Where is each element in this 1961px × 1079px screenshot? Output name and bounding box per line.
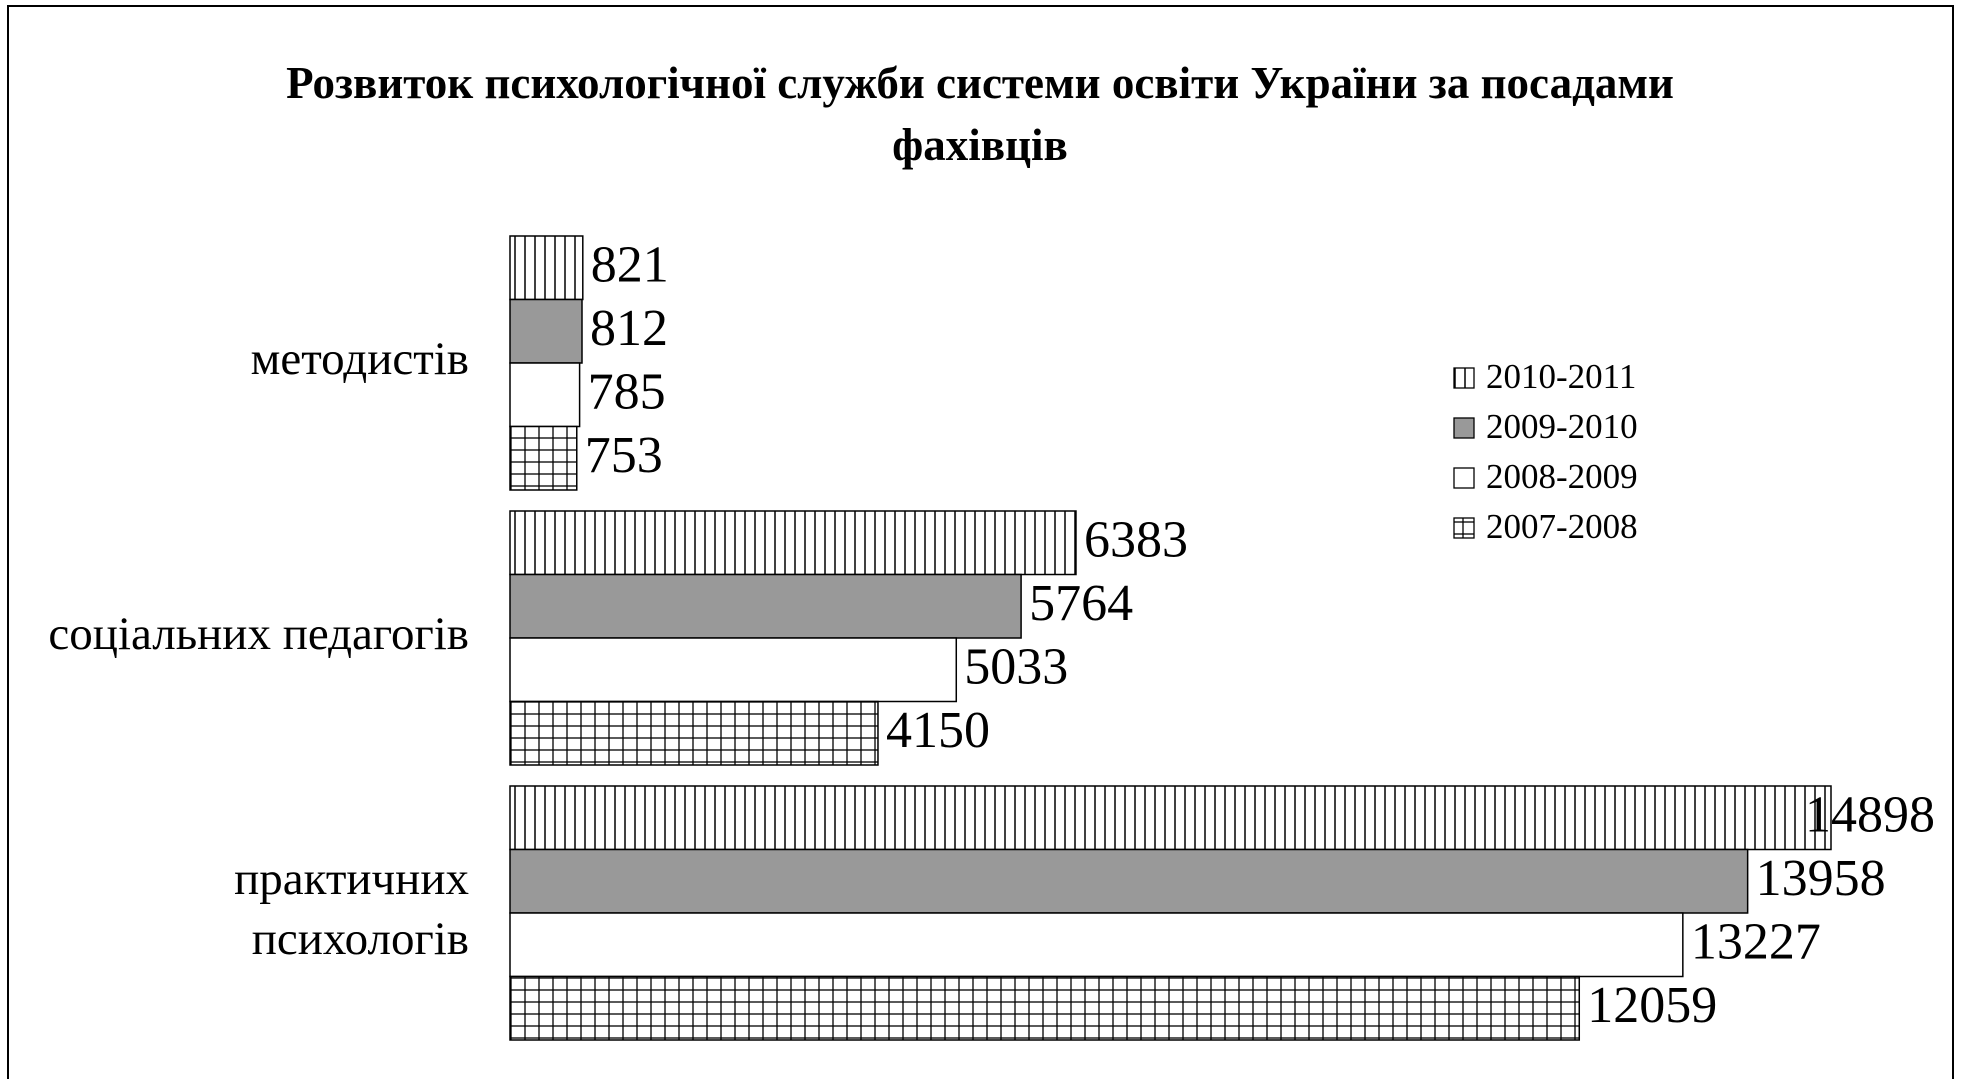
legend-swatch xyxy=(1453,517,1475,539)
data-label: 13227 xyxy=(1691,914,1821,971)
bar xyxy=(509,637,958,703)
data-label: 12059 xyxy=(1587,977,1717,1034)
bar xyxy=(509,573,1022,639)
bar xyxy=(509,298,583,364)
data-label: 6383 xyxy=(1084,512,1188,569)
label-line: соціальних педагогів xyxy=(48,608,469,660)
chart-border xyxy=(7,5,1954,1079)
label-line: методистів xyxy=(251,333,469,385)
data-label: 821 xyxy=(591,237,669,294)
data-label: 785 xyxy=(588,364,666,421)
data-label: 5764 xyxy=(1029,575,1133,632)
legend-swatch xyxy=(1453,417,1475,439)
bar xyxy=(509,700,879,766)
data-label: 5033 xyxy=(964,639,1068,696)
label-line: практичних xyxy=(234,853,469,905)
y-tick-label: соціальних педагогів xyxy=(48,608,469,660)
legend-label: 2009-2010 xyxy=(1486,407,1638,446)
label-line: психологів xyxy=(252,913,469,965)
legend-swatch xyxy=(1453,367,1475,389)
data-label: 14898 xyxy=(1805,787,1935,844)
data-label: 13958 xyxy=(1756,850,1886,907)
bar xyxy=(509,425,578,491)
data-label: 753 xyxy=(585,427,663,484)
legend-swatch xyxy=(1453,467,1475,489)
bar xyxy=(509,975,1581,1041)
legend-label: 2008-2009 xyxy=(1486,457,1638,496)
y-tick-label: методистів xyxy=(251,333,469,385)
data-label: 812 xyxy=(590,300,668,357)
bar xyxy=(509,362,581,428)
chart-title: Розвиток психологічної служби системи ос… xyxy=(286,58,1674,170)
data-label: 4150 xyxy=(886,702,990,759)
bar xyxy=(509,848,1749,914)
bar xyxy=(509,235,584,301)
legend-label: 2010-2011 xyxy=(1486,357,1636,396)
bar xyxy=(509,912,1684,978)
legend-label: 2007-2008 xyxy=(1486,507,1638,546)
bar xyxy=(509,785,1832,851)
y-tick-label: практичних психологів xyxy=(234,853,469,965)
bar xyxy=(509,510,1077,576)
